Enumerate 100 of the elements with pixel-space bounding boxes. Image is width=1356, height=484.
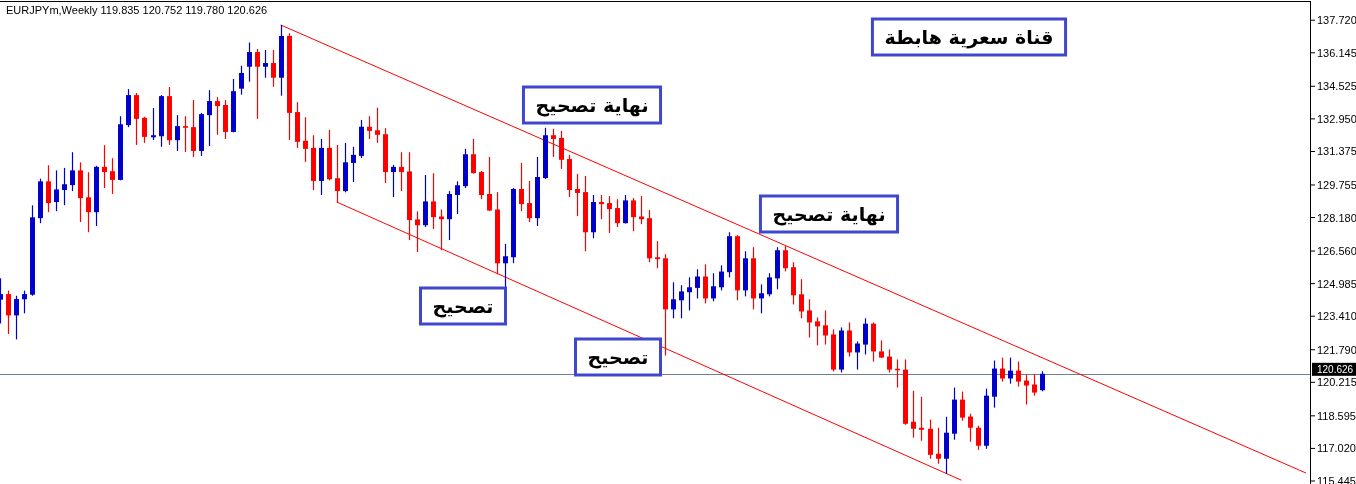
annotation: تصحيح [419, 286, 507, 326]
candlestick [1040, 370, 1045, 392]
y-tick-label: 136.145 [1317, 46, 1356, 59]
candlestick [936, 427, 941, 465]
candlestick [22, 289, 27, 314]
candlestick [255, 48, 260, 120]
candlestick [551, 128, 556, 158]
candlestick [479, 170, 484, 200]
candlestick [679, 284, 684, 319]
candlestick [391, 164, 396, 198]
candlestick [271, 49, 276, 88]
candlestick [631, 197, 636, 232]
y-tick-label: 131.375 [1317, 145, 1356, 158]
candlestick [263, 49, 268, 79]
y-tick-label: 123.410 [1317, 310, 1356, 323]
candlestick [655, 240, 660, 269]
candlestick [303, 116, 308, 163]
annotation: تصحيح [574, 337, 662, 377]
candlestick [671, 281, 676, 319]
candlestick [62, 167, 67, 206]
candlestick [695, 268, 700, 300]
candlestick [175, 114, 180, 152]
y-tick-label: 134.525 [1317, 80, 1356, 93]
chart-title: EURJPYm,Weekly 119.835 120.752 119.780 120.626 [6, 4, 268, 16]
candlestick [1032, 373, 1037, 397]
annotation: نهاية تصحيح [758, 194, 900, 234]
candlestick [519, 162, 524, 212]
candlestick [207, 89, 212, 147]
y-tick-label: 129.755 [1317, 178, 1356, 191]
candlestick [599, 194, 604, 220]
candlestick [215, 96, 220, 136]
candlestick [783, 245, 788, 272]
candlestick [247, 41, 252, 83]
candlestick [399, 151, 404, 192]
candlestick [615, 198, 620, 228]
candlestick [14, 295, 19, 340]
annotation: نهاية تصحيح [772, 203, 886, 226]
candlestick [767, 272, 772, 297]
candlestick [151, 107, 156, 141]
candlestick [351, 146, 356, 183]
candlestick [863, 317, 868, 356]
candlestick [559, 130, 564, 170]
annotation: نهاية تصحيح [535, 94, 649, 117]
candlestick [6, 289, 11, 335]
candlestick [703, 263, 708, 305]
candlestick [960, 390, 965, 422]
candlestick [527, 180, 532, 223]
candlestick [431, 172, 436, 230]
y-tick-label: 121.790 [1317, 343, 1356, 356]
candlestick [1024, 373, 1029, 406]
candlestick [375, 107, 380, 144]
candlestick [623, 194, 628, 225]
candlestick [102, 144, 107, 189]
y-tick-label: 128.180 [1317, 211, 1356, 224]
candlestick [807, 298, 812, 339]
candlestick [759, 283, 764, 314]
candlestick [919, 396, 924, 442]
y-tick-label: 137.720 [1317, 14, 1356, 27]
candlestick [46, 164, 51, 213]
candlestick [1000, 357, 1005, 383]
candlestick [1016, 360, 1021, 388]
candlestick [976, 425, 981, 451]
candlestick [719, 264, 724, 291]
candlestick [239, 65, 244, 96]
candlestick [142, 116, 147, 144]
candlestick [503, 243, 508, 288]
candlestick [575, 173, 580, 217]
y-tick-label: 124.985 [1317, 277, 1356, 290]
candlestick [823, 309, 828, 346]
annotation: قناة سعرية هابطة [870, 17, 1068, 57]
candlestick [335, 144, 340, 204]
annotation: تصحيح [587, 346, 649, 369]
candlestick [110, 157, 115, 195]
candlestick [607, 195, 612, 234]
y-tick-label: 132.950 [1317, 112, 1356, 125]
candlestick [191, 99, 196, 158]
candlestick [847, 321, 852, 358]
ref-line-label: 120.626 [1317, 363, 1354, 375]
candlestick [423, 174, 428, 228]
candlestick [134, 92, 139, 146]
candlestick [887, 348, 892, 374]
candlestick [54, 169, 59, 212]
annotation: تصحيح [432, 295, 494, 318]
candlestick [1008, 357, 1013, 385]
candlestick [799, 278, 804, 319]
annotation: قناة سعرية هابطة [884, 26, 1054, 49]
y-tick-label: 117.020 [1317, 442, 1356, 455]
candlestick [455, 180, 460, 215]
candlestick [367, 115, 372, 140]
y-tick-label: 126.560 [1317, 245, 1356, 258]
candlestick [183, 115, 188, 153]
candlestick [911, 390, 916, 439]
y-tick-label: 120.215 [1317, 376, 1356, 389]
candlestick [487, 156, 492, 212]
candlestick [471, 138, 476, 175]
y-tick-label: 118.595 [1317, 409, 1356, 422]
candlestick [815, 316, 820, 346]
candlestick [687, 276, 692, 312]
annotation: نهاية تصحيح [521, 85, 663, 125]
candlestick [855, 340, 860, 371]
